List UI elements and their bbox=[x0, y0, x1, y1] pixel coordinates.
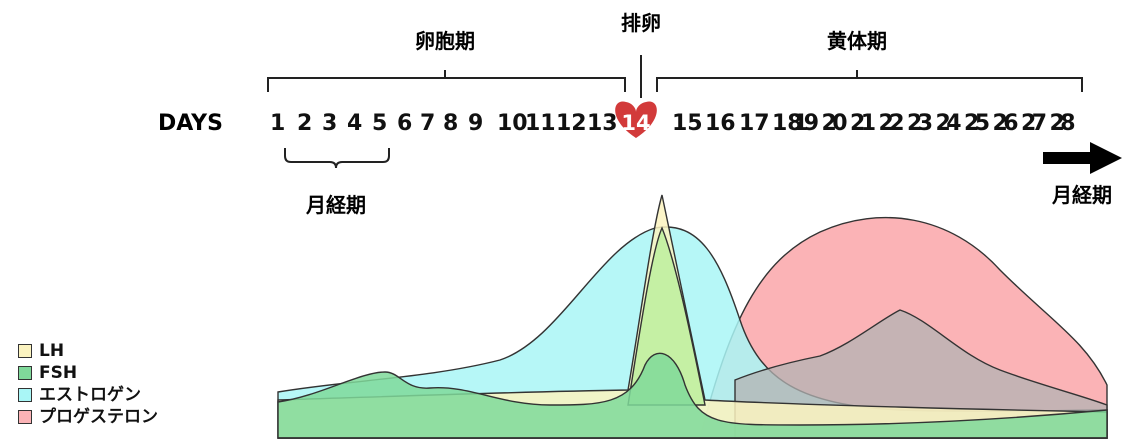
day-25: 25 bbox=[964, 111, 990, 136]
follicular-label: 卵胞期 bbox=[415, 29, 475, 53]
day-13: 13 bbox=[587, 111, 618, 136]
day-22: 22 bbox=[879, 111, 905, 136]
day-19: 19 bbox=[793, 111, 819, 136]
next-cycle-arrow bbox=[1043, 142, 1122, 174]
ovulation-heart-icon bbox=[615, 101, 657, 138]
day-11: 11 bbox=[525, 111, 556, 136]
day-27: 27 bbox=[1021, 111, 1047, 136]
day-10: 10 bbox=[497, 111, 528, 136]
day-16: 16 bbox=[705, 111, 736, 136]
legend-swatch bbox=[18, 344, 32, 358]
legend-item: LH bbox=[18, 340, 158, 362]
menstruation-label: 月経期 bbox=[305, 193, 366, 217]
day-26: 26 bbox=[993, 111, 1019, 136]
day-14: 14 bbox=[621, 111, 650, 135]
fsh-curve bbox=[277, 352, 1108, 439]
ovulation-label: 排卵 bbox=[621, 11, 661, 35]
day-28: 28 bbox=[1050, 111, 1076, 136]
hormone-curves bbox=[277, 194, 1108, 439]
follicular-bracket bbox=[267, 70, 626, 92]
days-label: DAYS bbox=[158, 111, 223, 136]
next-menstruation-label: 月経期 bbox=[1051, 183, 1112, 207]
day-8: 8 bbox=[443, 111, 458, 136]
luteal-bracket bbox=[656, 70, 1083, 92]
day-4: 4 bbox=[347, 111, 362, 136]
day-15: 15 bbox=[672, 111, 703, 136]
legend-item: プロゲステロン bbox=[18, 406, 158, 428]
day-2: 2 bbox=[297, 111, 312, 136]
day-6: 6 bbox=[397, 111, 412, 136]
day-23: 23 bbox=[907, 111, 933, 136]
day-24: 24 bbox=[936, 111, 962, 136]
day-12: 12 bbox=[556, 111, 587, 136]
legend-swatch bbox=[18, 366, 32, 380]
legend-item: FSH bbox=[18, 362, 158, 384]
legend-swatch bbox=[18, 410, 32, 424]
day-3: 3 bbox=[322, 111, 337, 136]
day-21: 21 bbox=[850, 111, 876, 136]
legend-label: エストロゲン bbox=[39, 385, 141, 405]
legend-label: LH bbox=[39, 341, 65, 361]
luteal-label: 黄体期 bbox=[827, 29, 887, 53]
legend-item: エストロゲン bbox=[18, 384, 158, 406]
legend-swatch bbox=[18, 388, 32, 402]
day-1: 1 bbox=[270, 111, 285, 136]
day-5: 5 bbox=[372, 111, 387, 136]
day-17: 17 bbox=[739, 111, 770, 136]
day-20: 20 bbox=[822, 111, 848, 136]
day-18: 18 bbox=[772, 111, 803, 136]
legend-label: FSH bbox=[39, 363, 78, 383]
day-7: 7 bbox=[420, 111, 435, 136]
menstruation-bracket bbox=[284, 148, 390, 169]
day-9: 9 bbox=[468, 111, 483, 136]
legend: LH FSH エストロゲン プロゲステロン bbox=[18, 340, 158, 428]
legend-label: プロゲステロン bbox=[39, 407, 158, 427]
